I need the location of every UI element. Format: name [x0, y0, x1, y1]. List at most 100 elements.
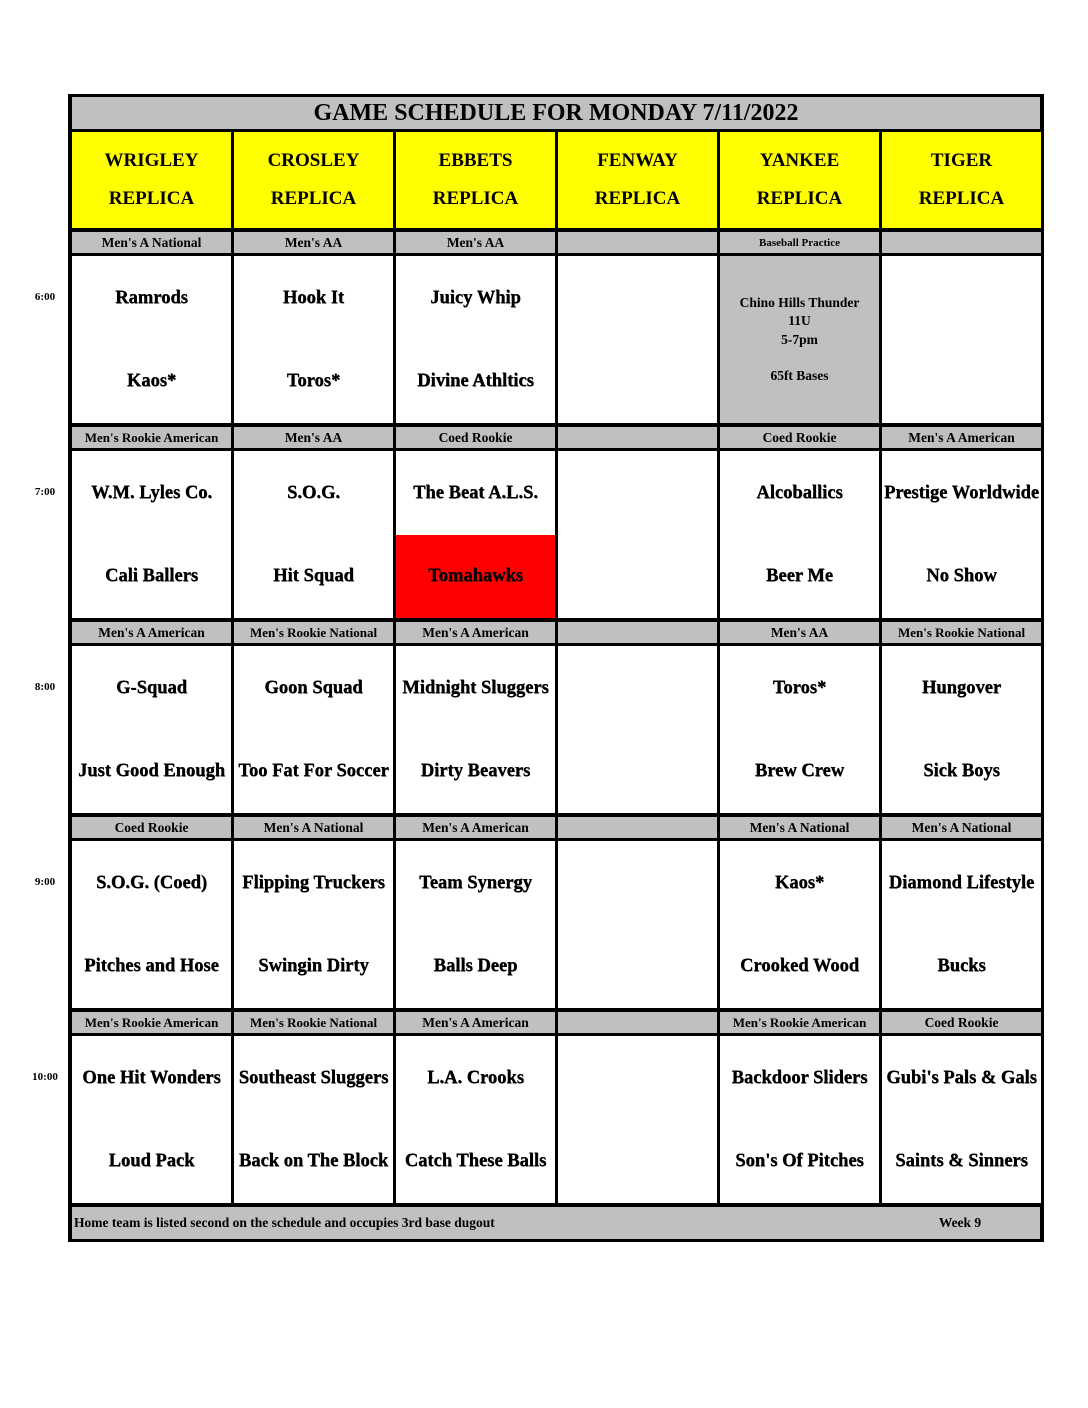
time-label: 10:00: [32, 1071, 58, 1083]
field-subtitle: REPLICA: [756, 188, 843, 209]
division-label: [882, 232, 1041, 253]
away-team: Alcoballics: [756, 482, 843, 503]
away-team: W.M. Lyles Co.: [90, 482, 213, 503]
field-subtitle: REPLICA: [432, 188, 519, 209]
division-label: Men's A National: [234, 817, 393, 838]
division-label: Men's AA: [720, 622, 879, 643]
home-team: Catch These Balls: [404, 1151, 547, 1172]
away-team: Hook It: [282, 287, 345, 308]
division-label: Men's A National: [882, 817, 1041, 838]
division-label: Men's AA: [234, 232, 393, 253]
footer-note: Home team is listed second on the schedu…: [74, 1215, 495, 1230]
field-header: EBBETS REPLICA: [396, 132, 555, 228]
division-label: Men's A American: [72, 622, 231, 643]
empty-cell: [882, 256, 1041, 423]
game-cell: Diamond Lifestyle Bucks: [882, 841, 1041, 1008]
home-team: Balls Deep: [433, 956, 518, 977]
home-team: Son's Of Pitches: [735, 1151, 864, 1172]
division-label: Men's AA: [234, 427, 393, 448]
division-label: Coed Rookie: [72, 817, 231, 838]
practice-line: 65ft Bases: [770, 368, 829, 383]
time-label: 7:00: [34, 486, 56, 498]
home-team: Dirty Beavers: [420, 761, 531, 782]
away-team: Team Synergy: [419, 872, 532, 893]
division-label: Men's Rookie American: [72, 427, 231, 448]
field-subtitle: REPLICA: [918, 188, 1005, 209]
field-header: FENWAY REPLICA: [558, 132, 717, 228]
home-team: Divine Athltics: [417, 371, 534, 392]
division-label: Men's A American: [396, 622, 555, 643]
empty-cell: [558, 841, 717, 1008]
away-team: Midnight Sluggers: [402, 677, 549, 698]
division-label: Men's A National: [72, 232, 231, 253]
game-cell: Southeast Sluggers Back on The Block: [234, 1036, 393, 1203]
empty-cell: [558, 1036, 717, 1203]
division-label: Coed Rookie: [882, 1012, 1041, 1033]
game-cell: One Hit Wonders Loud Pack: [72, 1036, 231, 1203]
away-team: Diamond Lifestyle: [888, 872, 1035, 893]
division-label: [558, 622, 717, 643]
home-team: Kaos*: [126, 371, 177, 392]
away-team: Ramrods: [115, 287, 188, 308]
game-cell: Goon Squad Too Fat For Soccer: [234, 646, 393, 813]
away-team: S.O.G. (Coed): [96, 872, 207, 893]
division-label: Men's Rookie National: [234, 622, 393, 643]
division-label: [558, 427, 717, 448]
field-name: EBBETS: [438, 150, 513, 171]
division-label: [558, 817, 717, 838]
away-team: Southeast Sluggers: [238, 1067, 389, 1088]
time-label: 9:00: [34, 876, 56, 888]
away-team: Prestige Worldwide: [884, 482, 1040, 503]
game-cell: Hook It Toros*: [234, 256, 393, 423]
division-label: Men's AA: [396, 232, 555, 253]
home-team: Loud Pack: [108, 1151, 195, 1172]
home-team: Pitches and Hose: [84, 956, 219, 977]
home-team: Sick Boys: [923, 761, 1000, 782]
away-team: Gubi's Pals & Gals: [886, 1067, 1037, 1088]
practice-cell: Chino Hills Thunder 11U 5-7pm 65ft Bases: [720, 256, 879, 423]
away-team: Juicy Whip: [430, 287, 521, 308]
home-team: No Show: [926, 566, 997, 587]
home-team: Beer Me: [766, 566, 833, 587]
game-cell: Hungover Sick Boys: [882, 646, 1041, 813]
game-cell: Team Synergy Balls Deep: [396, 841, 555, 1008]
division-label: Men's Rookie National: [882, 622, 1041, 643]
field-subtitle: REPLICA: [108, 188, 195, 209]
away-team: L.A. Crooks: [427, 1067, 524, 1088]
game-cell: Prestige Worldwide No Show: [882, 451, 1041, 618]
away-team: Backdoor Sliders: [731, 1067, 868, 1088]
division-label: Men's A American: [396, 817, 555, 838]
home-team: Back on The Block: [238, 1151, 389, 1172]
game-cell: Midnight Sluggers Dirty Beavers: [396, 646, 555, 813]
practice-line: 11U: [788, 313, 811, 328]
division-label: Men's A American: [396, 1012, 555, 1033]
game-cell: W.M. Lyles Co. Cali Ballers: [72, 451, 231, 618]
home-team: Tomahawks: [396, 534, 555, 618]
home-team: Too Fat For Soccer: [238, 761, 389, 782]
division-label: [558, 232, 717, 253]
game-cell: The Beat A.L.S. Tomahawks: [396, 451, 555, 618]
game-cell: L.A. Crooks Catch These Balls: [396, 1036, 555, 1203]
game-cell: Kaos* Crooked Wood: [720, 841, 879, 1008]
field-name: YANKEE: [759, 150, 840, 171]
division-label: Men's Rookie American: [72, 1012, 231, 1033]
game-cell: S.O.G. Hit Squad: [234, 451, 393, 618]
division-label: [558, 1012, 717, 1033]
home-team: Just Good Enough: [77, 761, 226, 782]
home-team: Hit Squad: [273, 566, 354, 587]
away-team: Toros*: [772, 677, 827, 698]
home-team: Swingin Dirty: [258, 956, 369, 977]
practice-line: Chino Hills Thunder: [739, 294, 860, 310]
field-subtitle: REPLICA: [270, 188, 357, 209]
empty-cell: [558, 256, 717, 423]
practice-line: 5-7pm: [781, 331, 818, 347]
division-label: Men's A National: [720, 817, 879, 838]
field-header: TIGER REPLICA: [882, 132, 1041, 228]
field-name: FENWAY: [597, 150, 678, 171]
away-team: G-Squad: [116, 677, 187, 698]
away-team: Flipping Truckers: [242, 872, 385, 893]
empty-cell: [558, 646, 717, 813]
field-header: WRIGLEY REPLICA: [72, 132, 231, 228]
division-label: Coed Rookie: [720, 427, 879, 448]
division-label: Men's Rookie National: [234, 1012, 393, 1033]
